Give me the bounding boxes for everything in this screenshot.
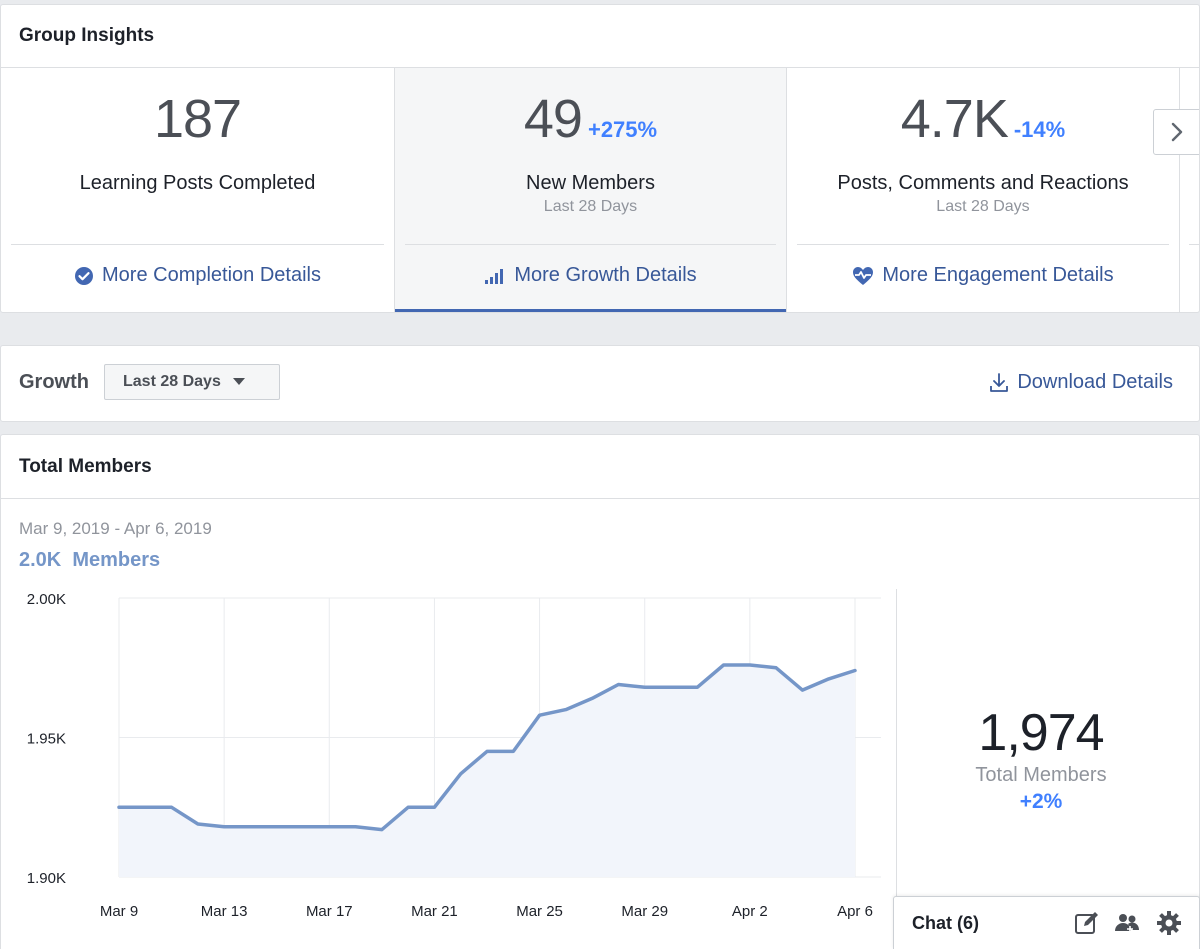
link-label: More Growth Details [514,264,697,286]
x-tick-label: Apr 2 [732,903,768,920]
growth-header-card: Growth Last 28 Days Download Details [0,345,1200,422]
x-tick-label: Mar 29 [621,903,668,920]
stat-new-members[interactable]: 49 +275% New Members Last 28 Days More Gr… [395,68,786,312]
x-tick-label: Mar 13 [201,903,248,920]
stat-label: New Members [526,172,655,194]
stat-value: 187 [153,89,242,149]
active-tab-indicator [395,309,786,312]
stat-separator [1179,68,1180,312]
total-members-chart[interactable]: 2.00K 1.95K 1.90K Mar 9 Mar 13 Mar 17 Mar 21 Ma… [1,585,895,925]
chat-bar[interactable]: Chat (6) [893,896,1200,949]
y-tick-label: 2.00K [27,591,66,608]
x-tick-label: Mar 17 [306,903,353,920]
heart-pulse-icon [853,266,874,285]
growth-title: Growth [19,371,89,393]
stat-sublabel: Last 28 Days [936,198,1030,215]
area-fill [119,665,855,877]
total-members-delta: +2% [1019,790,1063,813]
gear-icon[interactable] [1156,910,1182,936]
link-label: More Completion Details [102,264,321,286]
more-growth-details-link[interactable]: More Growth Details [395,264,786,287]
download-icon [990,372,1009,392]
people-icon[interactable] [1114,910,1140,936]
stat-value: 49 [523,89,583,149]
stat-delta: +275% [587,117,658,142]
more-completion-details-link[interactable]: More Completion Details [1,264,394,287]
date-range-value: Last 28 Days [123,373,221,390]
stat-divider [11,244,384,245]
stat-engagement[interactable]: 4.7K -14% Posts, Comments and Reactions L… [787,68,1179,312]
stat-separator [394,68,395,312]
stat-label: Learning Posts Completed [79,172,316,194]
stat-divider [797,244,1169,245]
caret-down-icon [232,378,245,385]
chart-date-range: Mar 9, 2019 - Apr 6, 2019 [19,519,212,538]
total-members-value: 1,974 [978,704,1104,762]
stat-sublabel: Last 28 Days [543,198,638,215]
total-members-title: Total Members [1,435,1199,499]
compose-icon[interactable] [1074,910,1100,936]
members-count-summary: 2.0K Members [19,549,161,571]
download-details-link[interactable]: Download Details [989,371,1173,394]
download-label: Download Details [1017,371,1173,393]
group-insights-title: Group Insights [1,5,1199,68]
stat-divider [405,244,776,245]
series-line-total-members [117,663,857,832]
chart-side-separator [896,589,897,949]
date-range-dropdown[interactable]: Last 28 Days [104,364,280,400]
more-engagement-details-link[interactable]: More Engagement Details [787,264,1179,287]
y-tick-label: 1.90K [27,870,66,887]
stat-divider [1189,244,1199,245]
chevron-right-icon [1171,122,1183,142]
x-tick-label: Mar 9 [100,903,138,920]
x-tick-label: Apr 6 [837,903,873,920]
group-insights-card: Group Insights 187 Learning Posts Comple… [0,4,1200,313]
stat-learning-posts[interactable]: 187 Learning Posts Completed More Comple… [1,68,394,312]
stat-separator [786,68,787,312]
stat-label: Posts, Comments and Reactions [837,172,1129,194]
x-tick-label: Mar 21 [411,903,458,920]
total-members-label: Total Members [975,764,1107,786]
check-circle-icon [75,266,93,285]
link-label: More Engagement Details [882,264,1114,286]
stat-delta: -14% [1013,117,1066,142]
x-tick-label: Mar 25 [516,903,563,920]
chat-label: Chat (6) [912,913,979,933]
total-members-card: Total Members Mar 9, 2019 - Apr 6, 2019 … [0,434,1200,949]
y-tick-label: 1.95K [27,731,66,748]
insights-stats: 187 Learning Posts Completed More Comple… [1,68,1199,312]
next-stats-button[interactable] [1153,109,1199,155]
stat-value: 4.7K [900,89,1009,149]
bar-chart-icon [485,268,504,284]
